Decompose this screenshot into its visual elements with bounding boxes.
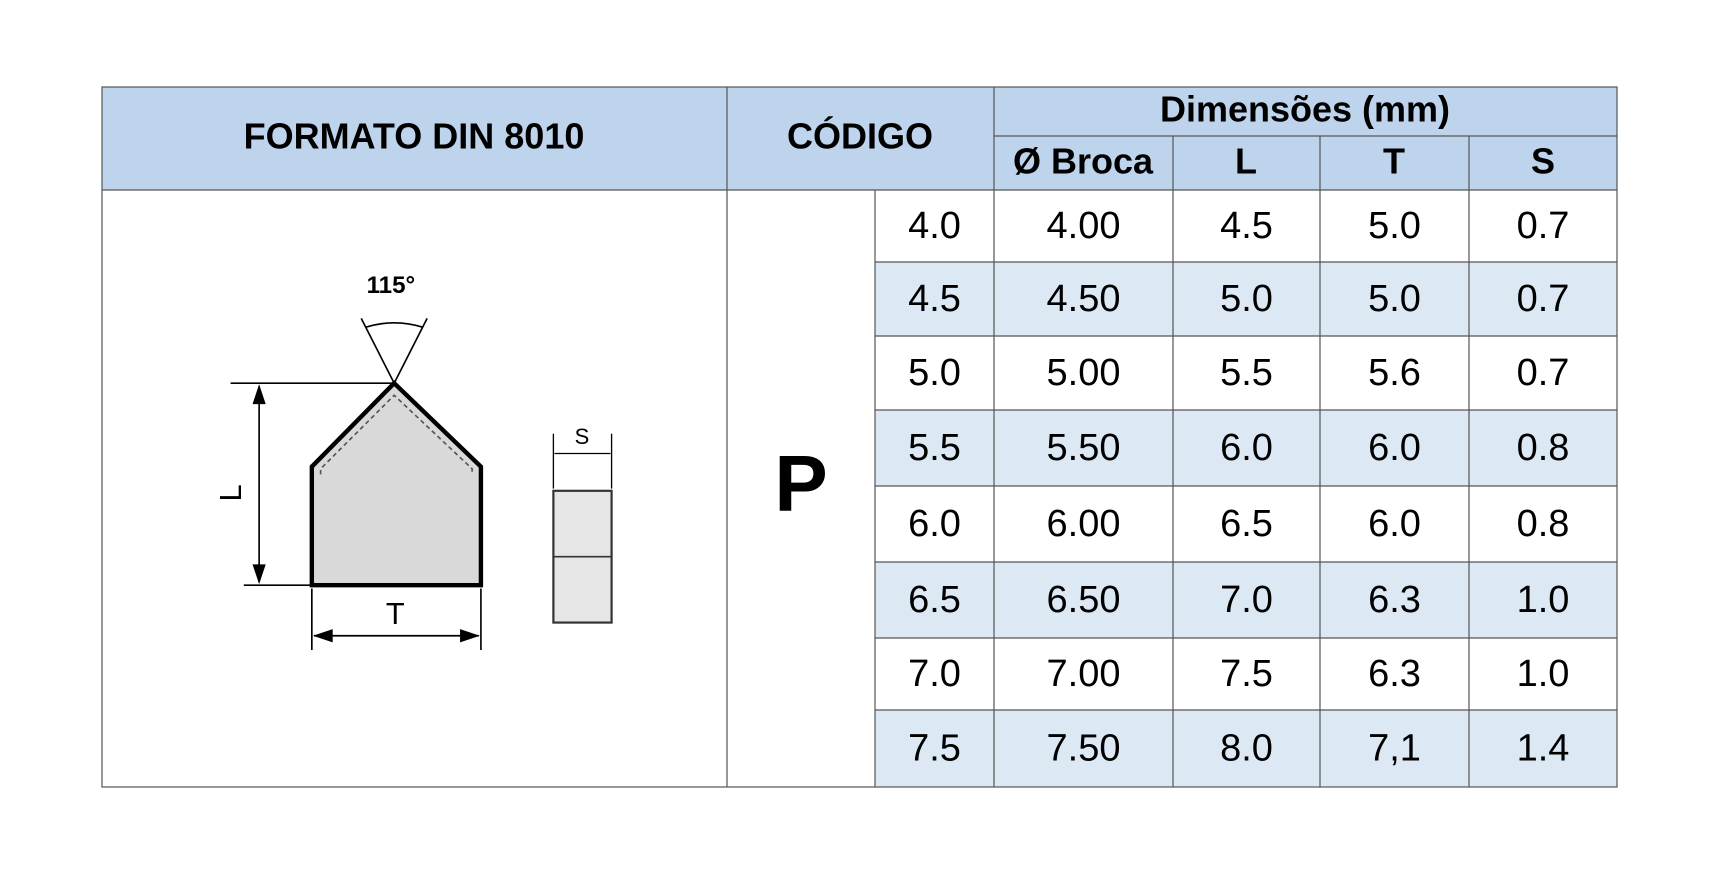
cell: 7.5	[908, 728, 961, 770]
cell: 6.5	[1220, 503, 1273, 545]
row-bg	[875, 710, 1617, 787]
header-column: S	[1531, 141, 1555, 182]
cell: 4.00	[1047, 205, 1121, 247]
cell: 0.7	[1517, 278, 1570, 320]
cell: 0.8	[1517, 427, 1570, 469]
cell: 4.5	[908, 278, 961, 320]
cell: 7.0	[1220, 579, 1273, 621]
cell: 6.5	[908, 579, 961, 621]
cell: 5.00	[1047, 352, 1121, 394]
header-dimensions: Dimensões (mm)	[1160, 89, 1450, 130]
code-letter: P	[774, 439, 827, 528]
cell: 8.0	[1220, 728, 1273, 770]
header-bg	[102, 87, 1617, 190]
header-column: T	[1383, 141, 1405, 182]
insert-diagram: 115° L T S	[213, 272, 613, 651]
cell: 1.4	[1517, 728, 1570, 770]
row-bg	[875, 262, 1617, 336]
cell: 5.5	[1220, 352, 1273, 394]
cell: 5.6	[1368, 352, 1421, 394]
cell: 0.7	[1517, 205, 1570, 247]
cell: 5.0	[908, 352, 961, 394]
cell: 0.7	[1517, 352, 1570, 394]
cell: 6.50	[1047, 579, 1121, 621]
header-column: L	[1235, 141, 1257, 182]
cell: 5.0	[1368, 278, 1421, 320]
angle-label: 115°	[367, 272, 416, 299]
cell: 7.5	[1220, 653, 1273, 695]
cell: 5.0	[1368, 205, 1421, 247]
cell: 5.5	[908, 427, 961, 469]
cell: 5.50	[1047, 427, 1121, 469]
thickness-label: T	[386, 596, 405, 631]
cell: 6.00	[1047, 503, 1121, 545]
row-bg	[875, 410, 1617, 486]
cell: 7.50	[1047, 728, 1121, 770]
cell: 4.0	[908, 205, 961, 247]
cell: 7.00	[1047, 653, 1121, 695]
cell: 7,1	[1368, 728, 1421, 770]
cell: 6.0	[1368, 427, 1421, 469]
header-code: CÓDIGO	[787, 115, 933, 157]
cell: 1.0	[1517, 579, 1570, 621]
cell: 6.0	[908, 503, 961, 545]
row-bg	[875, 562, 1617, 638]
side-label: S	[575, 424, 590, 449]
cell: 6.3	[1368, 579, 1421, 621]
cell: 1.0	[1517, 653, 1570, 695]
cell: 4.5	[1220, 205, 1273, 247]
cell: 5.0	[1220, 278, 1273, 320]
cell: 6.3	[1368, 653, 1421, 695]
length-label: L	[213, 484, 248, 501]
cell: 7.0	[908, 653, 961, 695]
cell: 4.50	[1047, 278, 1121, 320]
header-column: Ø Broca	[1013, 141, 1154, 182]
table-grid	[101, 86, 1618, 788]
header-format: FORMATO DIN 8010	[244, 116, 585, 157]
cell: 0.8	[1517, 503, 1570, 545]
cell: 6.0	[1368, 503, 1421, 545]
cell: 6.0	[1220, 427, 1273, 469]
